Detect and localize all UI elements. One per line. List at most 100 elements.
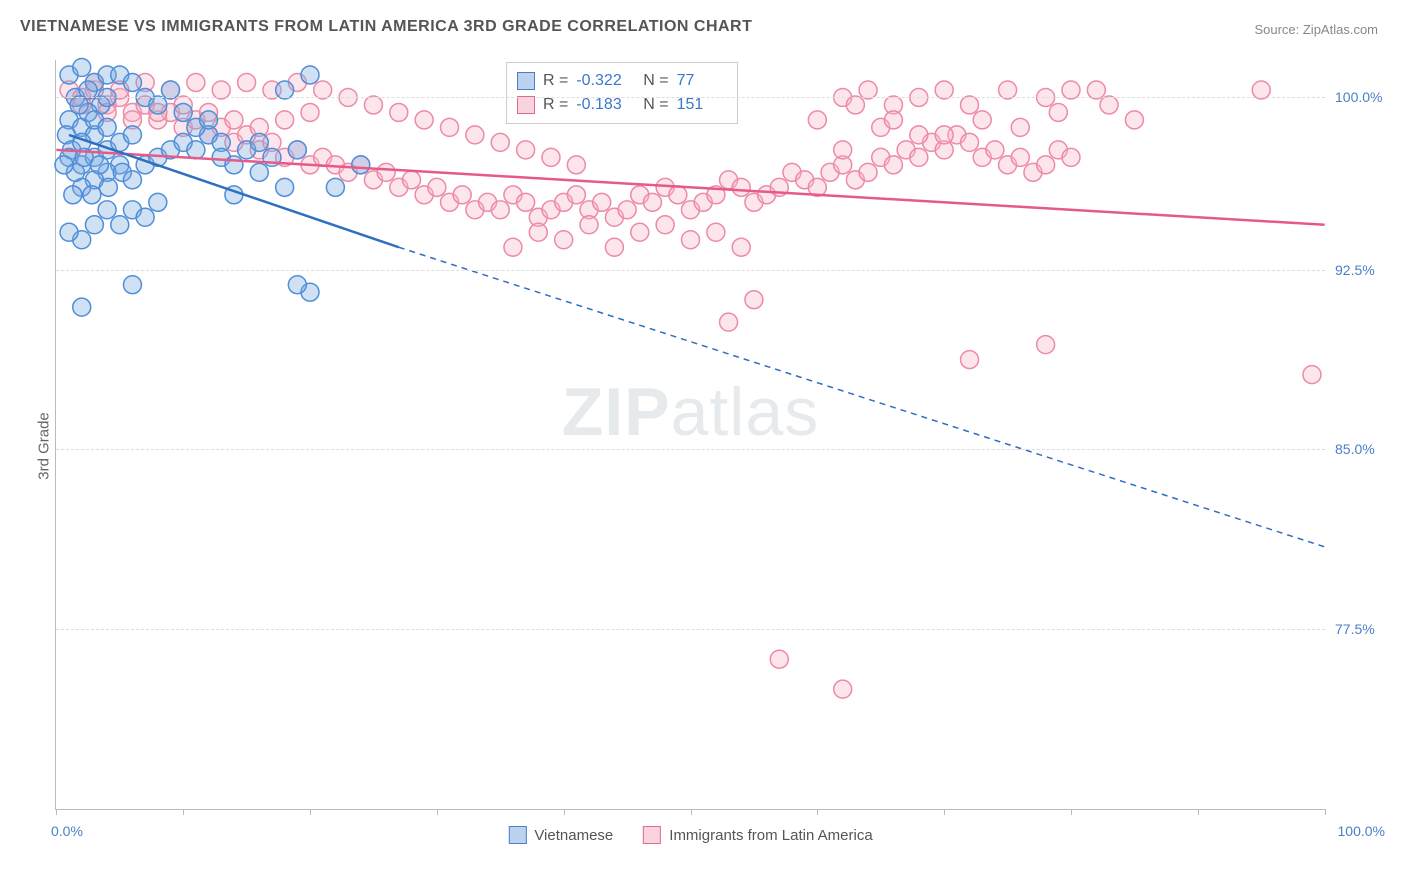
data-point xyxy=(415,111,433,129)
data-point xyxy=(288,276,306,294)
stats-box: R = -0.322 N = 77R = -0.183 N = 151 xyxy=(506,62,738,124)
data-point xyxy=(1037,156,1055,174)
data-point xyxy=(491,133,509,151)
data-point xyxy=(85,216,103,234)
data-point xyxy=(99,178,117,196)
data-point xyxy=(961,133,979,151)
data-point xyxy=(162,81,180,99)
data-point xyxy=(402,171,420,189)
data-point xyxy=(111,216,129,234)
data-point xyxy=(643,193,661,211)
legend: Vietnamese Immigrants from Latin America xyxy=(508,826,872,844)
data-point xyxy=(441,118,459,136)
x-tick-mark xyxy=(691,809,692,815)
data-point xyxy=(567,186,585,204)
data-point xyxy=(60,223,78,241)
data-point xyxy=(770,650,788,668)
data-point xyxy=(910,148,928,166)
data-point xyxy=(732,238,750,256)
data-point xyxy=(504,238,522,256)
data-point xyxy=(98,118,116,136)
data-point xyxy=(238,73,256,91)
data-point xyxy=(123,126,141,144)
data-point xyxy=(276,178,294,196)
data-point xyxy=(377,163,395,181)
data-point xyxy=(935,126,953,144)
data-point xyxy=(961,96,979,114)
y-axis-label: 3rd Grade xyxy=(35,412,52,480)
data-point xyxy=(1049,103,1067,121)
x-tick-mark xyxy=(1198,809,1199,815)
data-point xyxy=(55,156,73,174)
x-tick-mark xyxy=(564,809,565,815)
legend-item: Immigrants from Latin America xyxy=(643,826,872,844)
data-point xyxy=(352,156,370,174)
legend-label: Vietnamese xyxy=(534,827,613,844)
data-point xyxy=(884,156,902,174)
trend-line xyxy=(399,247,1325,547)
data-point xyxy=(90,156,108,174)
data-point xyxy=(73,298,91,316)
x-tick-mark xyxy=(817,809,818,815)
data-point xyxy=(834,141,852,159)
x-tick-mark xyxy=(310,809,311,815)
data-point xyxy=(123,73,141,91)
data-point xyxy=(326,178,344,196)
data-point xyxy=(732,178,750,196)
data-point xyxy=(225,156,243,174)
x-tick-mark xyxy=(1325,809,1326,815)
data-point xyxy=(149,96,167,114)
legend-swatch xyxy=(508,826,526,844)
data-point xyxy=(428,178,446,196)
data-point xyxy=(123,171,141,189)
data-point xyxy=(555,231,573,249)
legend-swatch xyxy=(517,96,535,114)
data-point xyxy=(517,141,535,159)
x-tick-label: 0.0% xyxy=(51,823,83,839)
data-point xyxy=(999,81,1017,99)
data-point xyxy=(580,216,598,234)
data-point xyxy=(834,680,852,698)
data-point xyxy=(808,111,826,129)
data-point xyxy=(567,156,585,174)
x-tick-mark xyxy=(437,809,438,815)
data-point xyxy=(174,103,192,121)
data-point xyxy=(1011,148,1029,166)
data-point xyxy=(288,141,306,159)
x-tick-mark xyxy=(183,809,184,815)
gridline xyxy=(56,270,1325,271)
data-point xyxy=(123,276,141,294)
x-tick-label: 100.0% xyxy=(1338,823,1385,839)
data-point xyxy=(491,201,509,219)
data-point xyxy=(453,186,471,204)
gridline xyxy=(56,97,1325,98)
data-point xyxy=(250,133,268,151)
y-tick-label: 77.5% xyxy=(1335,621,1395,637)
gridline xyxy=(56,629,1325,630)
data-point xyxy=(136,208,154,226)
y-tick-label: 92.5% xyxy=(1335,262,1395,278)
data-point xyxy=(276,111,294,129)
data-point xyxy=(605,238,623,256)
data-point xyxy=(669,186,687,204)
data-point xyxy=(187,73,205,91)
data-point xyxy=(631,223,649,241)
data-point xyxy=(1100,96,1118,114)
data-point xyxy=(910,126,928,144)
data-point xyxy=(1252,81,1270,99)
data-point xyxy=(64,186,82,204)
data-point xyxy=(1087,81,1105,99)
data-point xyxy=(593,193,611,211)
data-point xyxy=(1062,81,1080,99)
legend-label: Immigrants from Latin America xyxy=(669,827,872,844)
data-point xyxy=(846,96,864,114)
data-point xyxy=(859,81,877,99)
source-label: Source: ZipAtlas.com xyxy=(1254,22,1378,37)
data-point xyxy=(961,351,979,369)
x-tick-mark xyxy=(1071,809,1072,815)
data-point xyxy=(301,103,319,121)
y-tick-label: 100.0% xyxy=(1335,89,1395,105)
data-point xyxy=(364,96,382,114)
y-tick-label: 85.0% xyxy=(1335,441,1395,457)
data-point xyxy=(250,163,268,181)
